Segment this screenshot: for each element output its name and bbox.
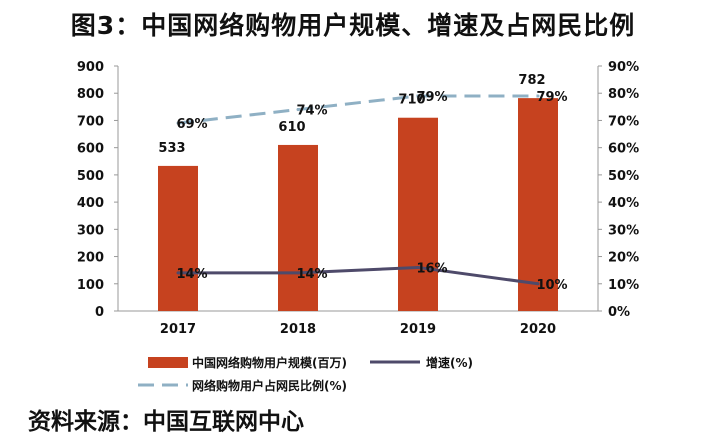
bar [398, 117, 438, 311]
line-value-label: 14% [176, 267, 207, 282]
right-tick-label: 20% [608, 251, 639, 266]
bar-value-label: 782 [518, 73, 545, 88]
line-point [296, 108, 300, 112]
line-point [536, 94, 540, 98]
x-tick-label: 2020 [520, 322, 556, 337]
x-tick-label: 2017 [160, 322, 196, 337]
x-tick-label: 2018 [280, 322, 316, 337]
right-tick-label: 90% [608, 60, 639, 75]
right-tick-label: 60% [608, 142, 639, 157]
bar [518, 98, 558, 311]
left-tick-label: 400 [77, 196, 104, 211]
line-value-label: 16% [416, 261, 447, 276]
line-point [416, 94, 420, 98]
right-tick-label: 40% [608, 196, 639, 211]
x-tick-label: 2019 [400, 322, 436, 337]
bar-series [158, 98, 558, 311]
data-labels: 533 610 710 782 14% 14% 16% 10% 69% 74% 79% 79% [158, 73, 567, 293]
line-point [176, 271, 180, 275]
right-tick-label: 0% [608, 305, 630, 320]
bar-value-label: 610 [278, 120, 305, 135]
line-value-label: 79% [536, 90, 567, 105]
right-tick-label: 10% [608, 278, 639, 293]
right-tick-label: 50% [608, 169, 639, 184]
left-tick-label: 300 [77, 223, 104, 238]
line-point [536, 282, 540, 286]
chart-title: 图3：中国网络购物用户规模、增速及占网民比例 [70, 11, 636, 40]
left-tick-label: 0 [95, 305, 104, 320]
line-series [176, 94, 540, 286]
line-value-label: 10% [536, 278, 567, 293]
line-point [296, 271, 300, 275]
ratio-line [177, 94, 538, 125]
growth-line [178, 265, 539, 286]
source-note: 资料来源：中国互联网中心 [28, 409, 304, 435]
legend-label-bar: 中国网络购物用户规模(百万) [192, 355, 347, 370]
right-tick-label: 70% [608, 114, 639, 129]
right-tick-label: 30% [608, 223, 639, 238]
chart-svg: 0 100 200 300 400 500 600 700 800 900 0% 10% 20% 30% 4… [77, 60, 639, 393]
line-value-label: 79% [416, 90, 447, 105]
bar-value-label: 533 [158, 141, 185, 156]
bar [158, 165, 198, 311]
legend-label-ratio: 网络购物用户占网民比例(%) [192, 378, 347, 393]
legend: 中国网络购物用户规模(百万) 增速(%) 网络购物用户占网民比例(%) [138, 355, 473, 393]
left-tick-label: 500 [77, 169, 104, 184]
line-point [416, 265, 420, 269]
left-tick-label: 700 [77, 114, 104, 129]
bar [278, 144, 318, 311]
line-value-label: 74% [296, 104, 327, 119]
legend-label-growth: 增速(%) [426, 355, 473, 370]
left-tick-label: 200 [77, 251, 104, 266]
line-point [176, 121, 180, 125]
legend-swatch-bar [148, 357, 188, 368]
left-tick-label: 800 [77, 87, 104, 102]
left-tick-label: 100 [77, 278, 104, 293]
left-tick-label: 900 [77, 60, 104, 75]
left-tick-label: 600 [77, 142, 104, 157]
line-value-label: 14% [296, 267, 327, 282]
bar-value-label: 710 [398, 93, 425, 108]
line-value-label: 69% [176, 117, 207, 132]
right-tick-label: 80% [608, 87, 639, 102]
